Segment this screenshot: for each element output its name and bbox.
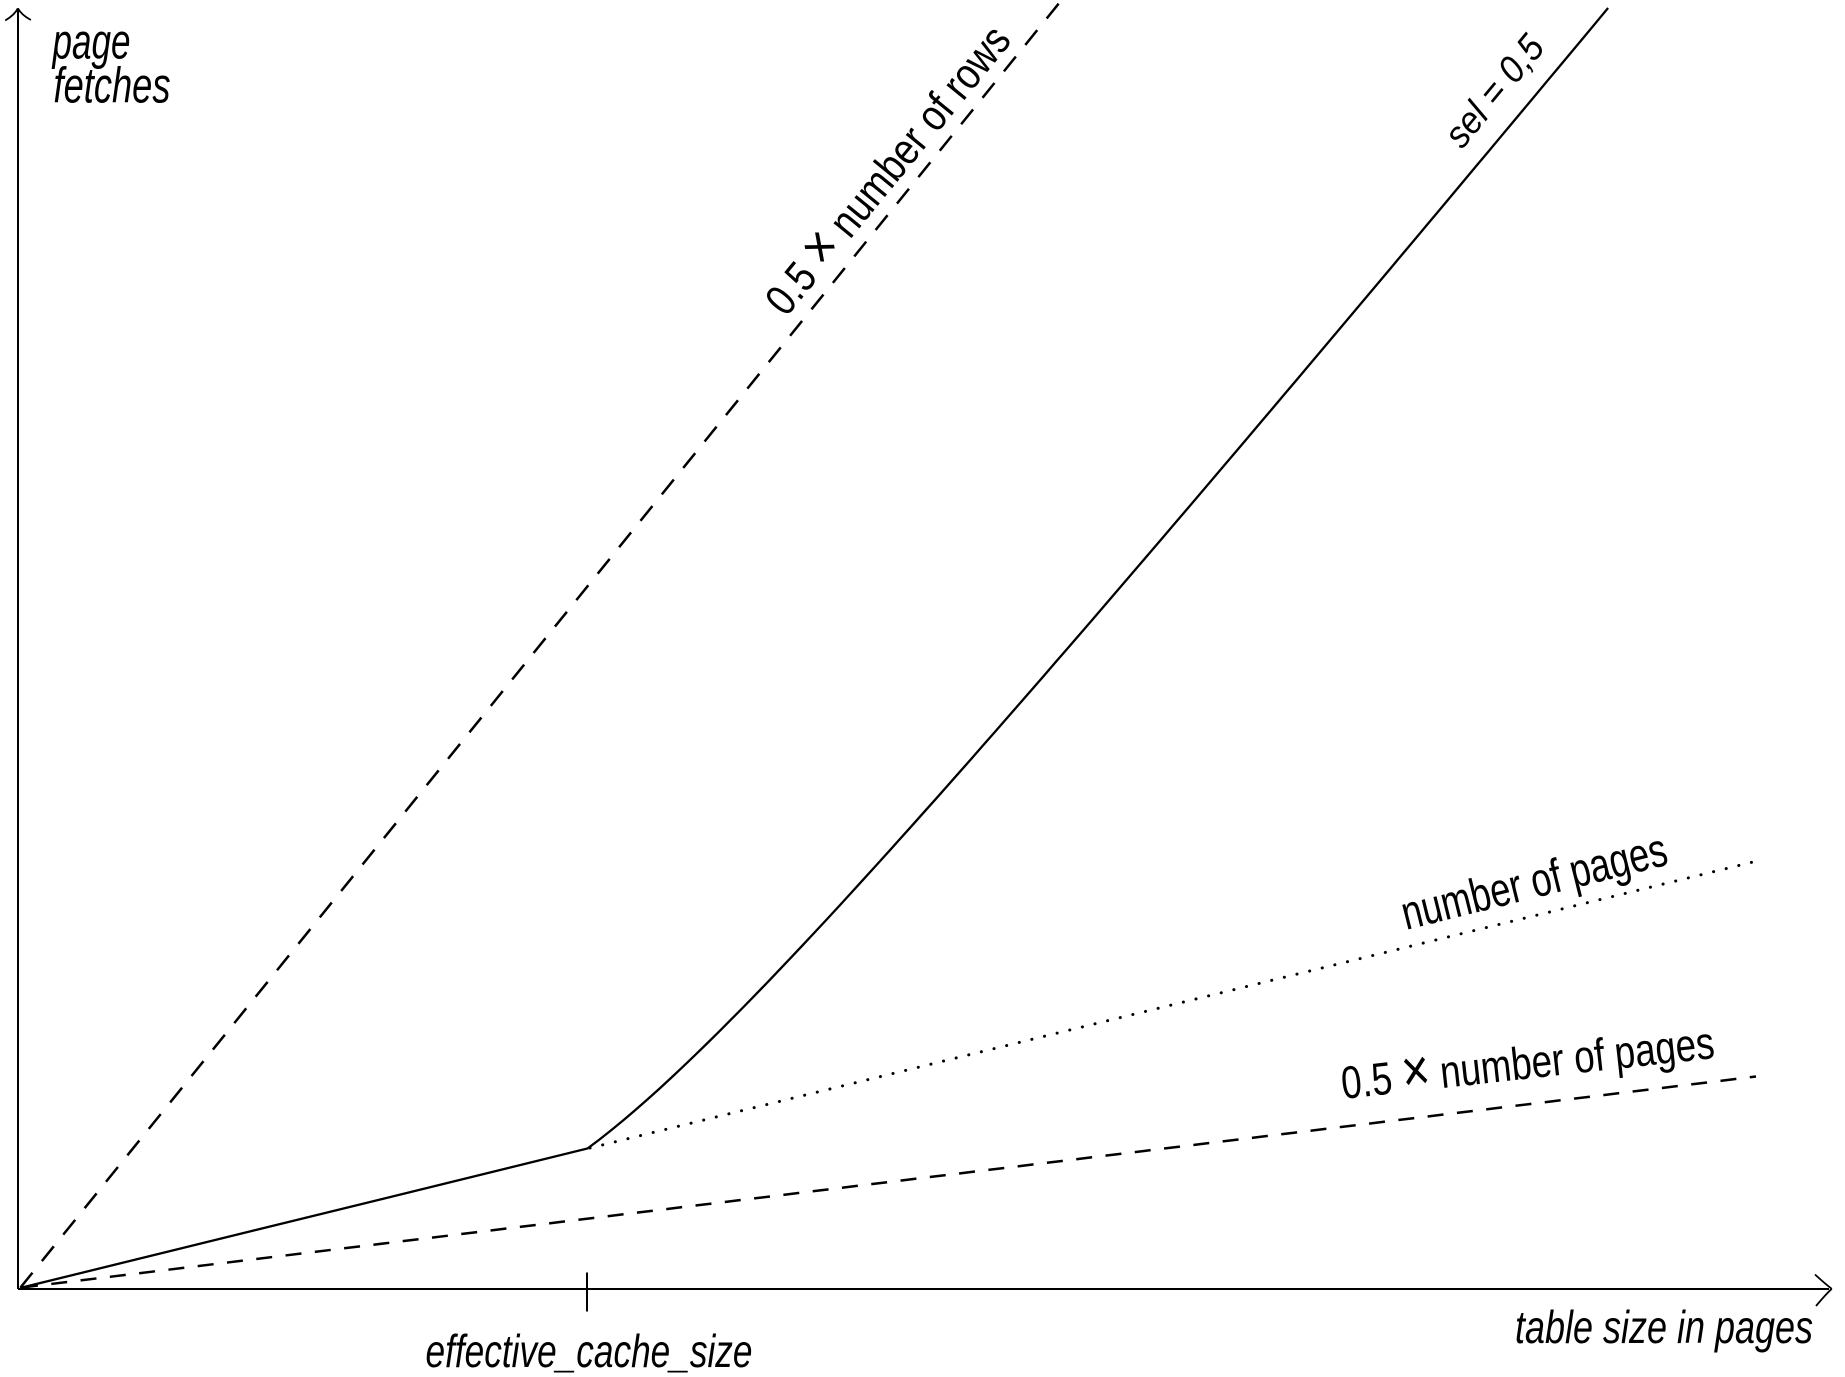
svg-text:page: page (51, 14, 130, 70)
svg-text:table size in pages: table size in pages (1515, 1301, 1813, 1353)
svg-text:effective_cache_size: effective_cache_size (426, 1325, 753, 1377)
svg-text:fetches: fetches (54, 58, 171, 114)
